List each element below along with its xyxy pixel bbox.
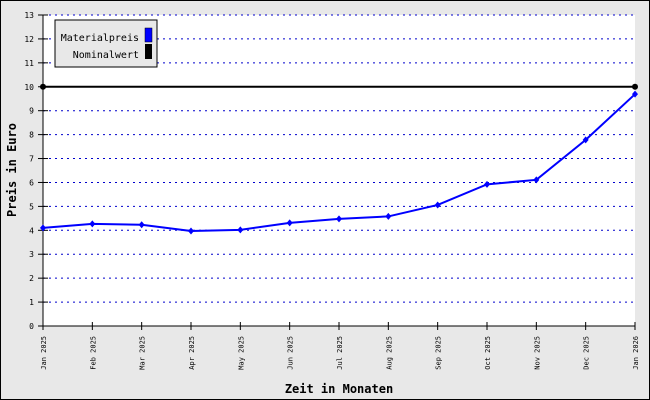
y-tick-label: 13: [24, 11, 34, 20]
materialpreis-point: [286, 219, 293, 227]
x-tick-label: Jan 2026: [632, 336, 640, 370]
x-tick-label: Jan 2025: [40, 336, 48, 370]
y-tick-label: 12: [24, 35, 34, 44]
materialpreis-point: [632, 90, 638, 98]
y-tick-label: 11: [24, 59, 34, 68]
x-tick-label: Aug 2025: [385, 336, 393, 370]
materialpreis-point: [582, 136, 589, 144]
y-tick-label: 5: [29, 202, 34, 211]
y-tick-label: 4: [29, 226, 34, 235]
y-tick-label: 0: [29, 322, 34, 331]
y-axis-label: Preis in Euro: [5, 123, 19, 217]
materialpreis-point: [188, 227, 194, 235]
y-tick-label: 1: [29, 298, 34, 307]
legend-box: [54, 19, 158, 68]
materialpreis-point: [484, 180, 490, 188]
y-tick-label: 3: [29, 250, 34, 259]
x-tick-label: Feb 2025: [89, 336, 97, 370]
x-tick-label: Jun 2025: [287, 336, 295, 370]
x-tick-label: Jul 2025: [336, 336, 344, 370]
x-tick-label: Dec 2025: [583, 336, 591, 370]
materialpreis-point: [138, 221, 145, 229]
legend: Materialpreis Nominalwert: [54, 19, 158, 68]
materialpreis-point: [533, 176, 540, 184]
nominalwert-point: [40, 83, 46, 90]
materialpreis-point: [237, 226, 244, 234]
x-tick-label: Sep 2025: [435, 336, 443, 370]
materialpreis-point: [336, 215, 342, 223]
y-tick-label: 9: [29, 107, 34, 116]
x-tick-label: Oct 2025: [484, 336, 492, 370]
materialpreis-point: [434, 201, 441, 209]
x-tick-label: Mar 2025: [139, 336, 147, 370]
legend-swatch-nominalwert: [145, 44, 152, 59]
legend-label-nominalwert: Nominalwert: [73, 50, 139, 61]
materialpreis-point: [40, 224, 46, 232]
legend-swatch-materialpreis: [144, 27, 153, 43]
x-tick-label: May 2025: [237, 336, 245, 370]
y-tick-label: 10: [24, 83, 34, 92]
y-tick-label: 8: [29, 131, 34, 140]
materialpreis-point: [385, 212, 392, 220]
x-axis-label: Zeit in Monaten: [285, 382, 393, 396]
nominalwert-point: [632, 83, 638, 90]
y-tick-label: 7: [29, 155, 34, 164]
legend-label-materialpreis: Materialpreis: [61, 33, 139, 44]
x-tick-label: Nov 2025: [533, 336, 541, 370]
materialpreis-point: [89, 220, 96, 228]
x-tick-label: Apr 2025: [188, 336, 196, 370]
y-tick-label: 6: [29, 178, 34, 187]
y-tick-label: 2: [29, 274, 34, 283]
